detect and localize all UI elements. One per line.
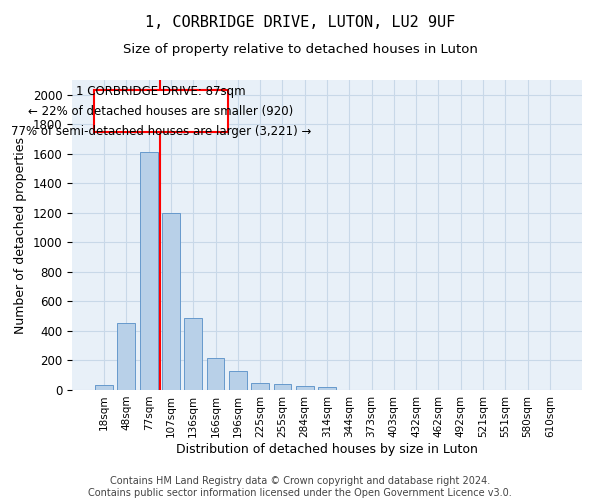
Bar (274, 384, 292, 390)
Bar (296, 386, 314, 390)
Y-axis label: Number of detached properties: Number of detached properties (14, 136, 27, 334)
FancyBboxPatch shape (94, 90, 228, 132)
Text: 1, CORBRIDGE DRIVE, LUTON, LU2 9UF: 1, CORBRIDGE DRIVE, LUTON, LU2 9UF (145, 15, 455, 30)
Text: 1 CORBRIDGE DRIVE: 87sqm
← 22% of detached houses are smaller (920)
77% of semi-: 1 CORBRIDGE DRIVE: 87sqm ← 22% of detach… (11, 84, 311, 138)
Bar (162, 213, 180, 390)
Bar (184, 318, 202, 390)
Text: Contains HM Land Registry data © Crown copyright and database right 2024.
Contai: Contains HM Land Registry data © Crown c… (88, 476, 512, 498)
Text: Size of property relative to detached houses in Luton: Size of property relative to detached ho… (122, 42, 478, 56)
Bar (206, 358, 224, 390)
X-axis label: Distribution of detached houses by size in Luton: Distribution of detached houses by size … (176, 442, 478, 456)
Bar (95, 385, 113, 390)
Bar (251, 383, 269, 390)
Bar (318, 388, 336, 390)
Bar (229, 371, 247, 390)
Bar (140, 152, 158, 390)
Bar (118, 323, 136, 390)
